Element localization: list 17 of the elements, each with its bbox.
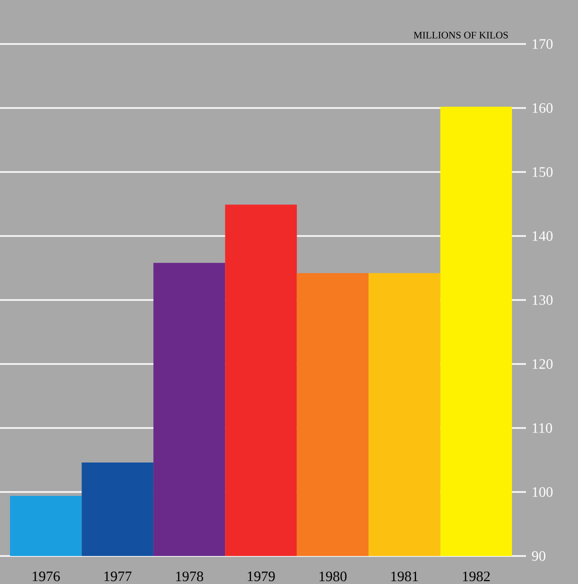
y-tick-label: 120	[532, 359, 553, 369]
y-tick-label: 90	[532, 551, 546, 561]
x-tick-label: 1978	[176, 572, 204, 582]
x-tick-label: 1981	[391, 572, 418, 582]
y-tick-label: 140	[532, 231, 553, 241]
x-tick-label: 1982	[463, 572, 490, 582]
y-tick-label: 170	[532, 39, 553, 49]
y-tick-label: 110	[532, 423, 552, 433]
x-tick-label: 1976	[32, 572, 60, 582]
y-tick-label: 100	[532, 487, 553, 497]
y-axis-title: MILLIONS OF KILOS	[414, 32, 508, 38]
x-tick-label: 1977	[104, 572, 132, 582]
x-tick-label: 1979	[248, 572, 275, 582]
x-tick-label: 1980	[320, 572, 347, 582]
y-tick-label: 160	[532, 103, 553, 113]
y-tick-label: 130	[532, 295, 553, 305]
y-tick-label: 150	[532, 167, 553, 177]
